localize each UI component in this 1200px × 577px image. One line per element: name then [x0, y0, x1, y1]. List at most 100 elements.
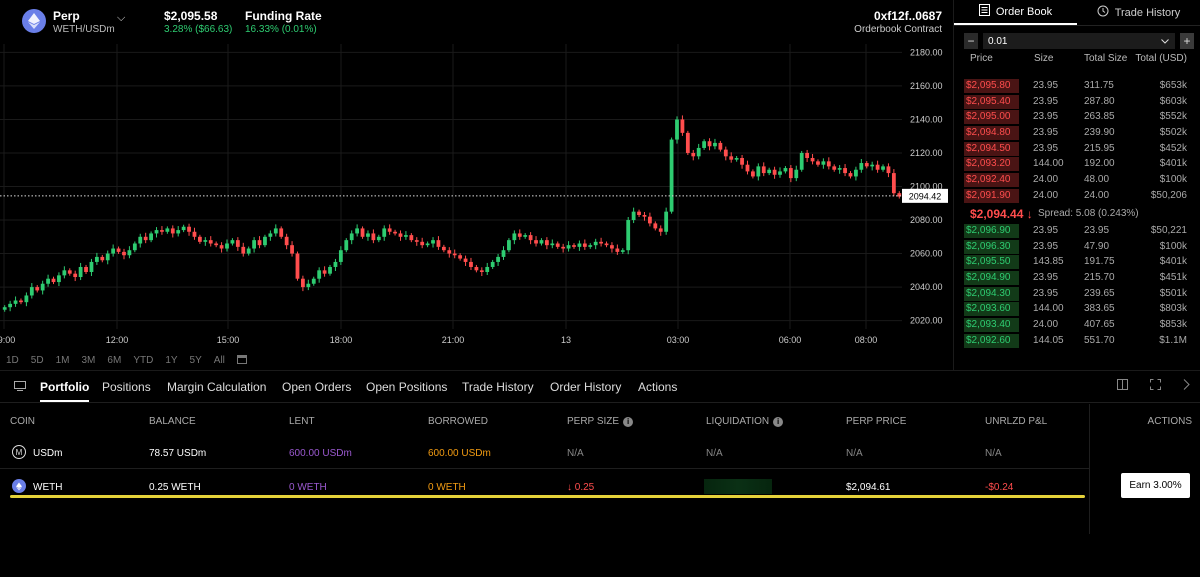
layout-icon[interactable] — [1117, 378, 1128, 393]
candle-body — [772, 169, 777, 175]
candle-body — [13, 300, 18, 304]
tab-open-orders[interactable]: Open Orders — [282, 380, 352, 394]
order-price: $2,093.40 — [966, 319, 1011, 331]
tick-minus-button[interactable]: − — [964, 33, 978, 49]
eth-logo-icon[interactable] — [22, 9, 46, 33]
candle-body — [100, 256, 105, 261]
expand-icon[interactable] — [1150, 378, 1161, 393]
range-1y[interactable]: 1Y — [165, 354, 178, 366]
range-5y[interactable]: 5Y — [189, 354, 202, 366]
range-selector: 1D 5D 1M 3M 6M YTD 1Y 5Y All — [0, 350, 952, 370]
range-1d[interactable]: 1D — [6, 354, 19, 366]
candle-body — [252, 240, 257, 249]
candle-body — [881, 166, 885, 170]
contract-address[interactable]: 0xf12f..0687 — [873, 9, 942, 23]
tick-plus-button[interactable]: + — [1180, 33, 1194, 49]
tv-icon[interactable] — [14, 379, 26, 394]
tab-open-positions[interactable]: Open Positions — [366, 380, 448, 394]
candle-body — [664, 211, 669, 232]
table-row[interactable]: M USDm 78.57 USDm 600.00 USDm 600.00 USD… — [0, 437, 1200, 471]
candle-body — [301, 278, 305, 288]
order-total-size: 239.90 — [1084, 127, 1115, 139]
bid-row[interactable]: $2,093.60 144.00 383.65 $803k — [954, 301, 1200, 317]
calendar-icon[interactable] — [236, 354, 247, 367]
table-row[interactable]: WETH 0.25 WETH 0 WETH 0 WETH ↓ 0.25 $2,0… — [0, 471, 1200, 505]
bid-row[interactable]: $2,094.90 23.95 215.70 $451k — [954, 270, 1200, 286]
liquidation: N/A — [706, 448, 723, 459]
col-actions: ACTIONS — [1147, 416, 1192, 427]
bid-row[interactable]: $2,096.90 23.95 23.95 $50,221 — [954, 223, 1200, 239]
info-icon[interactable]: i — [773, 417, 784, 427]
tab-order-book[interactable]: Order Book — [954, 0, 1077, 25]
tab-margin-calculation[interactable]: Margin Calculation — [167, 380, 267, 394]
tick-size-select[interactable]: 0.01 — [983, 33, 1175, 49]
bid-row[interactable]: $2,095.50 143.85 191.75 $401k — [954, 254, 1200, 270]
candle-body — [512, 233, 517, 241]
candle-body — [122, 251, 126, 256]
balance: 78.57 USDm — [149, 448, 207, 459]
candle-body — [886, 166, 891, 174]
bid-row[interactable]: $2,092.60 144.05 551.70 $1.1M — [954, 333, 1200, 349]
chevron-right-icon[interactable] — [1183, 378, 1190, 393]
actions-divider — [1089, 404, 1090, 534]
market-pair[interactable]: WETH/USDm — [53, 24, 115, 35]
candle-body — [620, 250, 625, 252]
tab-order-history[interactable]: Order History — [550, 380, 622, 394]
range-5d[interactable]: 5D — [30, 354, 44, 366]
order-size: 144.00 — [1033, 158, 1064, 170]
ask-row[interactable]: $2,092.40 24.00 48.00 $100k — [954, 172, 1200, 188]
bid-row[interactable]: $2,096.30 23.95 47.90 $100k — [954, 239, 1200, 255]
ask-row[interactable]: $2,095.80 23.95 311.75 $653k — [954, 78, 1200, 94]
candle-body — [57, 275, 61, 283]
candle-body — [349, 233, 354, 241]
bid-row[interactable]: $2,093.40 24.00 407.65 $853k — [954, 317, 1200, 333]
order-size: 23.95 — [1033, 80, 1059, 91]
col-perp-size: PERP SIZE i — [567, 416, 634, 427]
tab-trade-history[interactable]: Trade History — [462, 380, 534, 394]
range-all[interactable]: All — [213, 354, 225, 366]
range-3m[interactable]: 3M — [81, 354, 96, 366]
tab-positions[interactable]: Positions — [102, 380, 151, 394]
ask-row[interactable]: $2,095.40 23.95 287.80 $603k — [954, 94, 1200, 110]
earn-button[interactable]: Earn 3.00% — [1121, 473, 1190, 498]
candle-body — [577, 243, 582, 247]
candle-body — [398, 233, 403, 237]
candle-body — [490, 261, 495, 267]
ask-row[interactable]: $2,094.50 23.95 215.95 $452k — [954, 141, 1200, 157]
range-ytd[interactable]: YTD — [133, 354, 154, 366]
info-icon[interactable]: i — [623, 417, 634, 427]
price-depth-bg — [964, 302, 1019, 317]
market-name[interactable]: Perp — [53, 9, 80, 23]
candle-body — [859, 163, 864, 170]
candle-body — [197, 236, 202, 242]
candle-body — [46, 278, 50, 284]
candle-body — [523, 235, 528, 237]
price-depth-bg — [964, 173, 1019, 188]
bid-row[interactable]: $2,094.30 23.95 239.65 $501k — [954, 286, 1200, 302]
ask-row[interactable]: $2,095.00 23.95 263.85 $552k — [954, 109, 1200, 125]
candle-body — [263, 236, 267, 246]
range-1m[interactable]: 1M — [55, 354, 70, 366]
col-perp-size-label: PERP SIZE — [567, 416, 620, 427]
tab-portfolio[interactable]: Portfolio — [40, 380, 90, 402]
candle-body — [544, 240, 549, 246]
tab-actions[interactable]: Actions — [638, 380, 678, 394]
order-price: $2,093.20 — [966, 158, 1011, 170]
candle-body — [273, 228, 278, 234]
candle-body — [854, 169, 858, 177]
chevron-down-icon[interactable]: ⌵ — [117, 12, 126, 24]
tick-size-control: − 0.01 + — [964, 33, 1194, 49]
candle-body — [214, 243, 219, 246]
ask-row[interactable]: $2,093.20 144.00 192.00 $401k — [954, 156, 1200, 172]
range-6m[interactable]: 6M — [107, 354, 122, 366]
mark-price: $2,095.58 — [164, 9, 218, 23]
candle-body — [501, 250, 506, 257]
price-chart[interactable]: 2180.00 2160.00 2140.00 2120.00 2100.00 2080.… — [0, 44, 952, 350]
tab-trade-history[interactable]: Trade History — [1077, 0, 1200, 25]
candle-body — [170, 228, 175, 234]
x-tick-label: 12:00 — [106, 335, 129, 345]
candle-body — [366, 233, 370, 237]
candlestick-chart[interactable]: 2180.00 2160.00 2140.00 2120.00 2100.00 2080.… — [0, 44, 952, 350]
ask-row[interactable]: $2,094.80 23.95 239.90 $502k — [954, 125, 1200, 141]
ask-row[interactable]: $2,091.90 24.00 24.00 $50,206 — [954, 188, 1200, 204]
